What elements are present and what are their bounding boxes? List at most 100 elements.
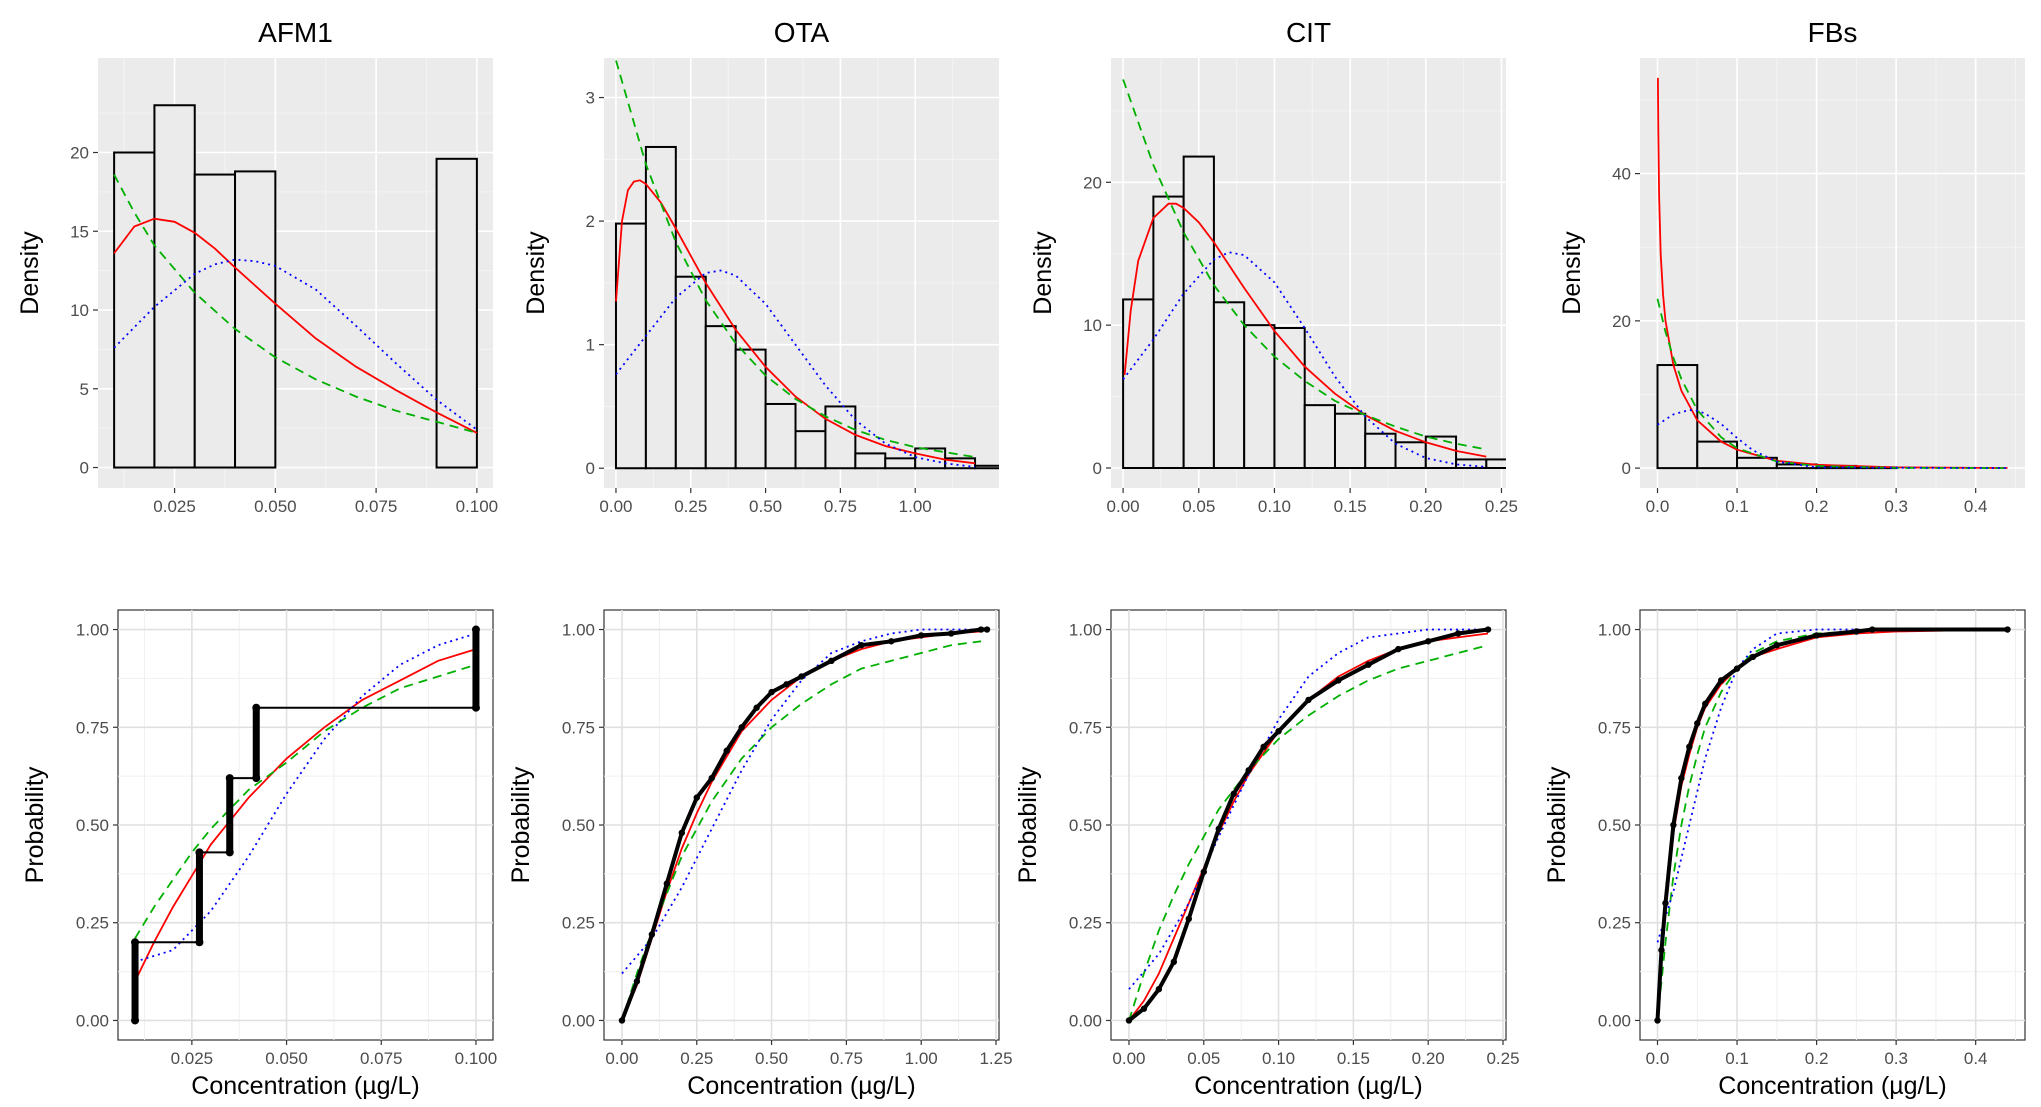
empirical-point — [1185, 915, 1193, 923]
histogram-bar — [1394, 441, 1427, 469]
histogram-bar — [704, 325, 737, 470]
empirical-point — [947, 630, 955, 637]
histogram-bar — [734, 348, 767, 470]
chart-panel: 0.00 0.25 0.50 0.75 1.00 1.25 0.00 0.25 0.50 0.75… — [507, 609, 1013, 1100]
empirical-point — [1424, 638, 1432, 645]
series-line-lognormal — [615, 179, 976, 465]
x-tick-label: 0.50 — [749, 497, 782, 516]
series-line-lognormal — [134, 648, 477, 982]
y-tick-label: 1.00 — [562, 621, 595, 640]
x-tick-label: 0.20 — [1412, 1049, 1445, 1068]
x-tick-label: 0.05 — [1182, 497, 1215, 516]
empirical-point — [1155, 985, 1163, 993]
empirical-point — [1658, 946, 1665, 954]
y-tick-label: 20 — [70, 144, 89, 163]
chart-panel: 0.00 0.05 0.10 0.15 0.20 0.25 0 10 20 CIT Density — [1029, 17, 1518, 516]
empirical-point — [1717, 677, 1725, 684]
series-line-exponential — [134, 663, 477, 939]
y-tick-label: 0.75 — [1598, 718, 1631, 737]
y-axis-title: Density — [1558, 231, 1586, 315]
y-axis-title: Density — [16, 231, 44, 315]
y-tick-label: 10 — [1083, 316, 1102, 335]
x-tick-label: 0.4 — [1964, 497, 1988, 516]
empirical-point — [768, 688, 775, 696]
y-tick-label: 1.00 — [76, 621, 109, 640]
chart-title: OTA — [774, 17, 830, 48]
series-line-exponential — [113, 174, 478, 434]
y-tick-label: 0.25 — [76, 914, 109, 933]
x-tick-label: 0.05 — [1187, 1049, 1220, 1068]
chart-panel: 0.0 0.1 0.2 0.3 0.4 0.00 0.25 0.50 0.75 1.00 Proba… — [1543, 609, 2026, 1100]
empirical-point — [858, 641, 865, 649]
y-axis-title: Probability — [1543, 766, 1571, 883]
empirical-point — [1749, 653, 1757, 661]
histogram-bar — [974, 464, 999, 470]
empirical-point — [1140, 1005, 1148, 1012]
empirical-point — [798, 673, 805, 680]
y-tick-label: 0.00 — [562, 1011, 595, 1030]
empirical-point — [693, 794, 700, 801]
x-tick-label: 1.25 — [979, 1049, 1012, 1068]
x-tick-label: 0.00 — [605, 1049, 638, 1068]
x-tick-label: 0.025 — [153, 497, 196, 516]
series-line-normal — [615, 269, 976, 468]
x-tick-label: 0.100 — [455, 1049, 498, 1068]
empirical-point — [1733, 665, 1741, 672]
histogram-bar — [435, 157, 478, 469]
empirical-point — [1365, 661, 1372, 668]
series-line-normal — [1657, 409, 2008, 469]
histogram-bar — [884, 457, 917, 470]
empirical-point — [663, 880, 671, 887]
plot-area — [614, 60, 999, 470]
x-tick-label: 0.050 — [254, 497, 297, 516]
y-tick-label: 1 — [586, 336, 595, 355]
empirical-point — [1662, 899, 1669, 907]
empirical-point — [678, 829, 686, 837]
histogram-bar — [1122, 298, 1155, 469]
x-tick-label: 0.075 — [360, 1049, 403, 1068]
series-line-exponential — [1656, 298, 2008, 469]
y-tick-label: 1.00 — [1598, 621, 1631, 640]
histogram-bar — [794, 430, 827, 470]
series-line-lognormal — [1123, 202, 1487, 458]
x-tick-label: 0.025 — [171, 1049, 214, 1068]
y-axis-title: Probability — [1014, 766, 1042, 883]
histogram-bar — [1333, 412, 1367, 470]
y-tick-label: 0.50 — [562, 816, 595, 835]
y-tick-label: 0.50 — [1069, 816, 1102, 835]
empirical-point — [1305, 696, 1312, 704]
empirical-point — [1125, 1017, 1133, 1024]
plot-area — [1656, 77, 2008, 470]
x-tick-label: 0.1 — [1725, 497, 1749, 516]
empirical-point — [708, 774, 715, 782]
empirical-point — [753, 704, 760, 711]
y-tick-label: 0.00 — [76, 1011, 109, 1030]
empirical-point — [1454, 630, 1462, 637]
series-line-lognormal — [113, 217, 478, 434]
empirical-point — [1215, 825, 1222, 833]
empirical-point — [1694, 720, 1701, 727]
histogram-bar — [854, 452, 887, 470]
x-tick-label: 0.4 — [1964, 1049, 1988, 1068]
y-tick-label: 0.75 — [562, 718, 595, 737]
y-tick-label: 0.50 — [76, 816, 109, 835]
histogram-bar — [1696, 440, 1739, 470]
plot-area — [618, 626, 991, 1024]
y-tick-label: 0.75 — [76, 718, 109, 737]
histogram-bar — [1736, 456, 1778, 470]
empirical-point — [618, 1017, 626, 1024]
histogram-bar — [824, 405, 857, 470]
x-tick-label: 0.050 — [265, 1049, 308, 1068]
empirical-point — [1484, 626, 1492, 633]
x-tick-label: 0.25 — [1485, 497, 1518, 516]
empirical-point — [1200, 868, 1207, 876]
histogram-bar — [614, 222, 647, 470]
empirical-point — [1335, 677, 1342, 684]
empirical-point — [1686, 743, 1693, 751]
x-tick-label: 0.50 — [755, 1049, 788, 1068]
y-tick-label: 5 — [80, 380, 89, 399]
y-tick-label: 0 — [1093, 459, 1102, 478]
y-axis-title: Density — [1029, 231, 1057, 315]
x-tick-label: 0.00 — [599, 497, 632, 516]
